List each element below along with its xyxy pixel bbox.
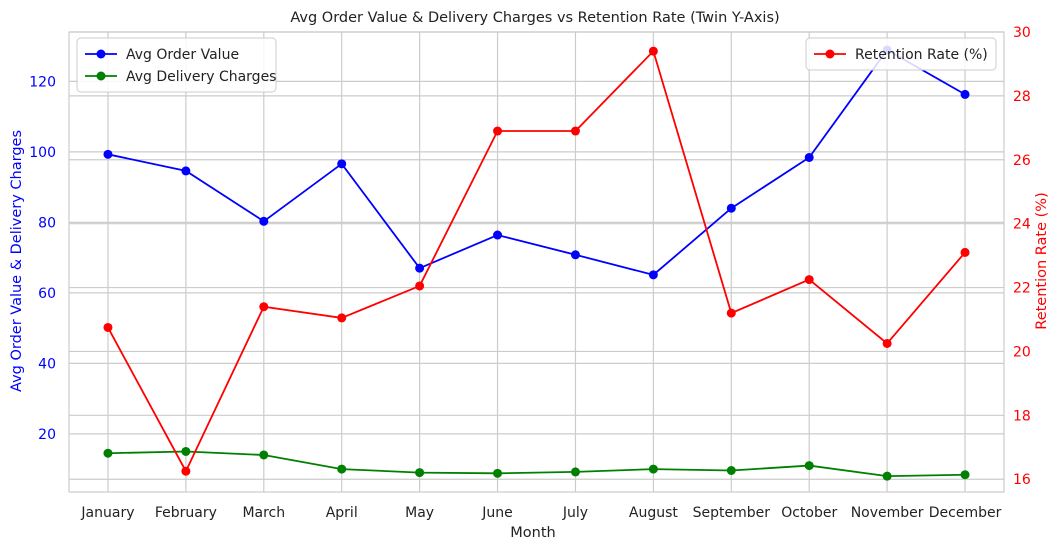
- data-point-avg-delivery-charges: [648, 464, 658, 474]
- data-point-avg-order-value: [181, 166, 191, 176]
- data-point-retention-rate: [882, 338, 892, 348]
- data-point-avg-delivery-charges: [570, 467, 580, 477]
- legend-label: Avg Order Value: [126, 47, 239, 63]
- data-point-avg-delivery-charges: [882, 471, 892, 481]
- legend-box: [805, 37, 997, 71]
- x-tick-label: July: [562, 505, 588, 521]
- x-tick-label: October: [781, 505, 837, 521]
- x-tick-label: May: [405, 505, 434, 521]
- data-point-avg-delivery-charges: [415, 468, 425, 478]
- data-point-avg-delivery-charges: [804, 461, 814, 471]
- x-tick-label: September: [693, 505, 771, 521]
- y-right-tick-label: 18: [1013, 408, 1031, 424]
- y-right-tick-label: 16: [1013, 472, 1031, 488]
- data-point-retention-rate: [415, 281, 425, 291]
- chart-title: Avg Order Value & Delivery Charges vs Re…: [290, 10, 779, 26]
- data-point-avg-delivery-charges: [337, 464, 347, 474]
- data-point-avg-order-value: [960, 89, 970, 99]
- data-point-avg-order-value: [337, 159, 347, 169]
- data-point-avg-order-value: [570, 250, 580, 260]
- y-right-tick-label: 20: [1013, 344, 1031, 360]
- legend-marker: [96, 49, 106, 59]
- data-point-retention-rate: [493, 126, 503, 136]
- x-tick-label: November: [851, 505, 924, 521]
- y-axis-label-right: Retention Rate (%): [1034, 192, 1050, 329]
- data-point-retention-rate: [804, 275, 814, 285]
- series-line-avg-delivery-charges: [107, 450, 966, 478]
- y-axis-label-left: Avg Order Value & Delivery Charges: [9, 130, 25, 392]
- legend-label: Avg Delivery Charges: [126, 69, 276, 85]
- legend-label: Retention Rate (%): [855, 47, 988, 63]
- y-left-tick-label: 120: [29, 74, 56, 90]
- y-left-tick-label: 80: [38, 215, 56, 231]
- data-point-avg-delivery-charges: [181, 446, 191, 456]
- x-tick-label: February: [155, 505, 217, 521]
- y-right-tick-label: 24: [1013, 217, 1031, 233]
- y-left-tick-label: 40: [38, 356, 56, 372]
- data-point-avg-order-value: [648, 270, 658, 280]
- data-point-retention-rate: [960, 247, 970, 257]
- y-left-tick-label: 100: [29, 145, 56, 161]
- y-right-tick-label: 30: [1013, 25, 1031, 41]
- x-tick-label: June: [481, 505, 513, 521]
- plot-frame: [68, 31, 1005, 493]
- x-tick-label: December: [929, 505, 1002, 521]
- x-tick-label: March: [242, 505, 285, 521]
- data-point-retention-rate: [259, 302, 269, 312]
- y-left-tick-label: 60: [38, 286, 56, 302]
- data-point-avg-delivery-charges: [726, 465, 736, 475]
- data-point-avg-delivery-charges: [259, 450, 269, 460]
- y-right-tick-label: 26: [1013, 153, 1031, 169]
- x-tick-label: January: [80, 505, 134, 521]
- series-layer: [103, 45, 970, 481]
- y-right-tick-label: 28: [1013, 89, 1031, 105]
- data-point-avg-order-value: [493, 230, 503, 240]
- legend-box: [76, 37, 277, 93]
- series-line-avg-order-value: [107, 48, 966, 276]
- data-point-avg-order-value: [415, 263, 425, 273]
- data-point-retention-rate: [181, 466, 191, 476]
- y-left-tick-label: 20: [38, 427, 56, 443]
- data-point-retention-rate: [570, 126, 580, 136]
- axis-layer: January February March April May June July Augu…: [29, 25, 1031, 521]
- data-point-retention-rate: [103, 322, 113, 332]
- legend-marker: [96, 71, 106, 81]
- data-point-avg-order-value: [103, 149, 113, 159]
- legend-layer: Avg Order Value Avg Delivery Charges Reten…: [76, 37, 997, 93]
- series-line-retention-rate: [107, 49, 966, 474]
- data-point-avg-delivery-charges: [103, 448, 113, 458]
- data-point-avg-delivery-charges: [960, 470, 970, 480]
- data-point-avg-order-value: [259, 216, 269, 226]
- data-point-avg-delivery-charges: [493, 468, 503, 478]
- data-point-retention-rate: [648, 46, 658, 56]
- data-point-avg-order-value: [726, 203, 736, 213]
- data-point-retention-rate: [726, 308, 736, 318]
- legend-marker: [825, 49, 835, 59]
- data-point-avg-order-value: [804, 152, 814, 162]
- x-axis-label: Month: [510, 525, 555, 541]
- grid-layer: [69, 31, 1004, 492]
- y-right-tick-label: 22: [1013, 281, 1031, 297]
- data-point-retention-rate: [337, 313, 347, 323]
- x-tick-label: April: [326, 505, 358, 521]
- x-tick-label: August: [629, 505, 679, 521]
